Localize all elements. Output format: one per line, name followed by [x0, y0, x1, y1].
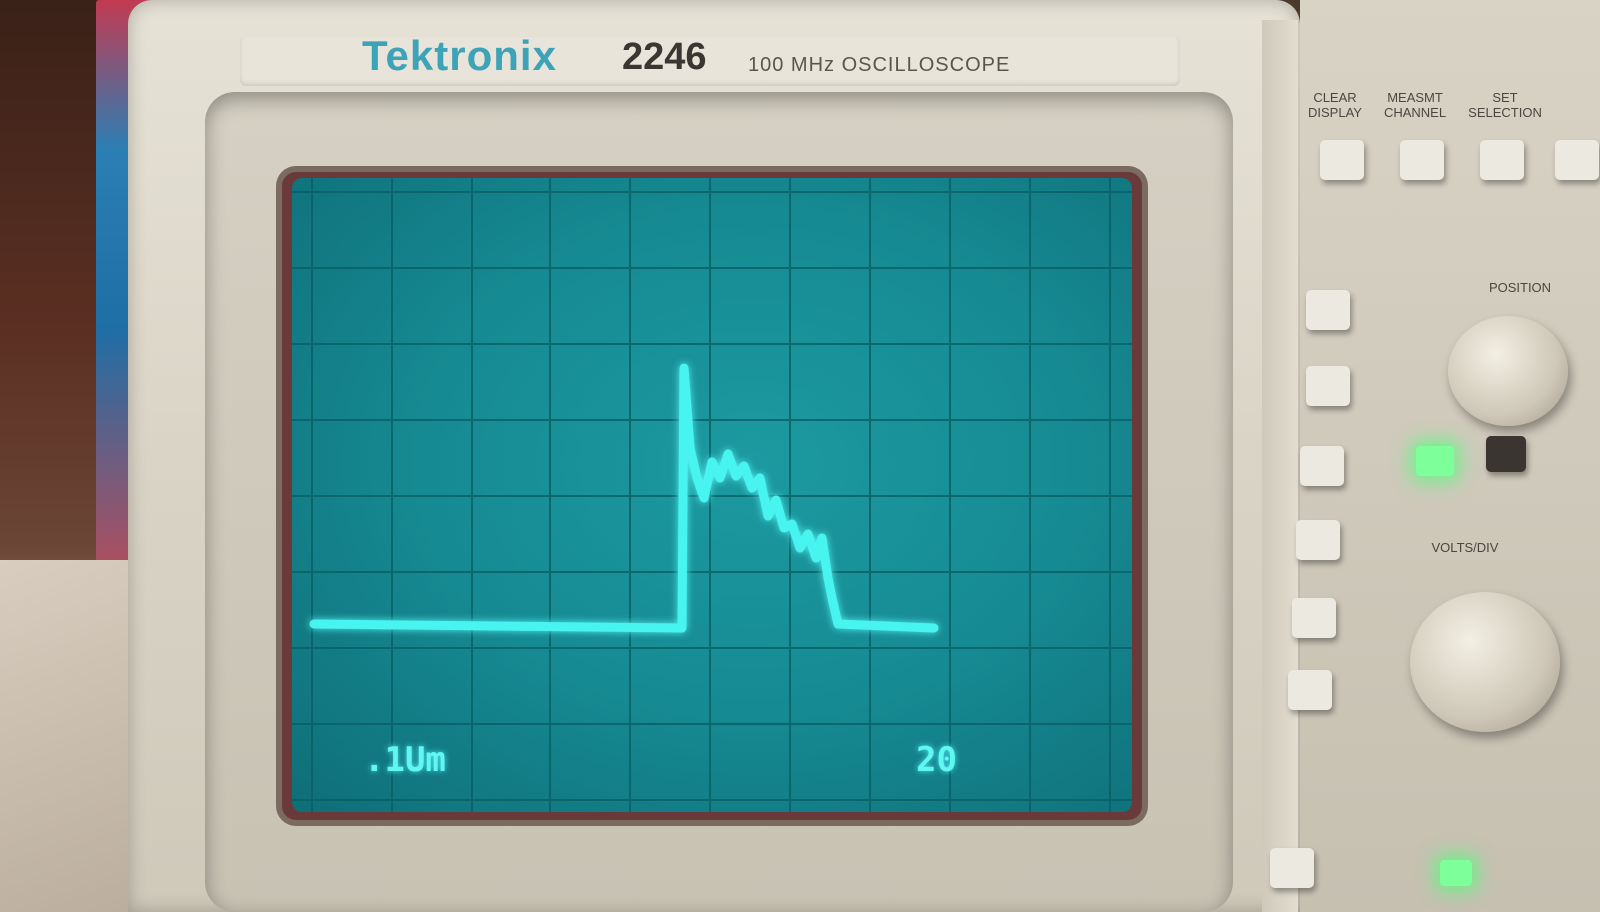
label-measmt-channel: MEASMT CHANNEL — [1383, 90, 1447, 120]
channel-led — [1416, 446, 1454, 476]
volts-div-knob[interactable] — [1410, 592, 1560, 732]
measmt-channel-button[interactable] — [1400, 140, 1444, 180]
position-knob[interactable] — [1448, 316, 1568, 426]
volts-div-label: VOLTS/DIV — [1431, 540, 1499, 555]
model-description: 100 MHz OSCILLOSCOPE — [748, 54, 1011, 76]
brand-strip — [240, 36, 1180, 86]
channel-button-3[interactable] — [1300, 446, 1344, 486]
control-panel: CLEAR DISPLAY MEASMT CHANNEL SET SELECTI… — [1270, 0, 1600, 912]
position-label: POSITION — [1488, 280, 1552, 295]
ground-button[interactable] — [1486, 436, 1526, 472]
label-set-selection: SET SELECTION — [1468, 90, 1542, 120]
channel-button-6[interactable] — [1288, 670, 1332, 710]
label-clear-display: CLEAR DISPLAY — [1308, 90, 1362, 120]
clear-display-button[interactable] — [1320, 140, 1364, 180]
bottom-button[interactable] — [1270, 848, 1314, 888]
side-strip — [1262, 20, 1298, 912]
extra-select-button[interactable] — [1555, 140, 1599, 180]
channel-button-2[interactable] — [1306, 366, 1350, 406]
graticule-and-trace — [292, 178, 1132, 812]
signal-trace — [309, 363, 939, 633]
set-selection-button[interactable] — [1480, 140, 1524, 180]
graticule-grid — [292, 178, 1132, 812]
channel-button-1[interactable] — [1306, 290, 1350, 330]
brand-logo: Tektronix — [362, 32, 557, 79]
channel-button-4[interactable] — [1296, 520, 1340, 560]
timebase-readout: 20 — [916, 740, 957, 780]
bottom-led — [1440, 860, 1472, 886]
channel-button-5[interactable] — [1292, 598, 1336, 638]
volts-div-readout: .1Um — [364, 740, 446, 780]
model-number: 2246 — [622, 36, 707, 78]
